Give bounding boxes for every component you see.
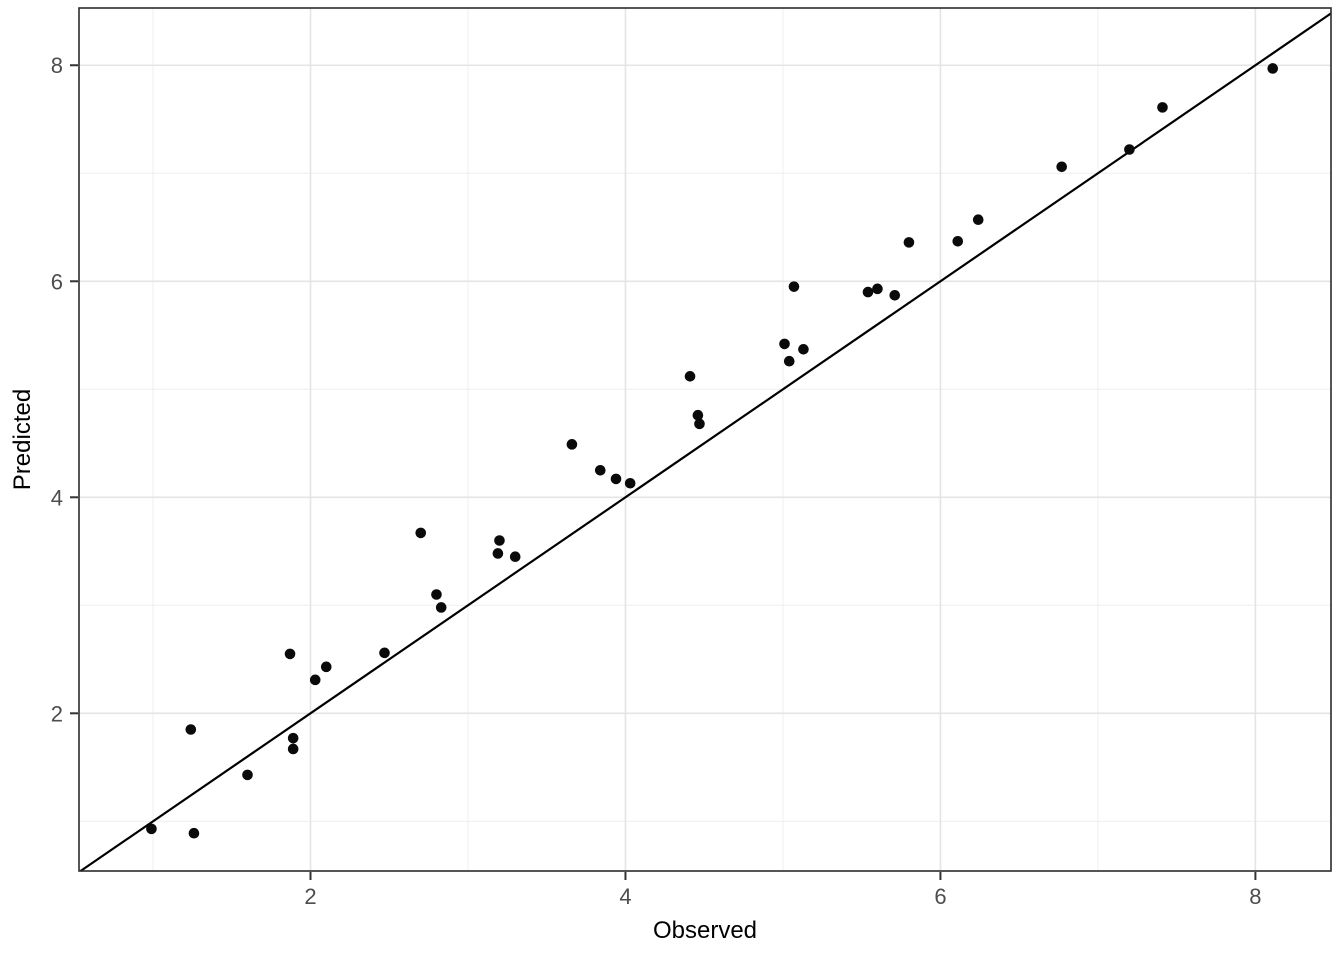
x-axis-title: Observed xyxy=(653,917,757,944)
data-point xyxy=(779,338,790,350)
data-point xyxy=(185,724,197,735)
data-point xyxy=(694,418,705,430)
data-point xyxy=(1267,63,1279,74)
data-point xyxy=(379,647,390,659)
x-axis-tick-label: 4 xyxy=(619,884,631,909)
data-point xyxy=(889,290,901,301)
data-point xyxy=(684,371,696,382)
data-point xyxy=(788,281,800,292)
data-point xyxy=(287,743,299,755)
identity-line xyxy=(79,12,1332,872)
y-axis-tick-label: 8 xyxy=(51,53,63,78)
x-axis-tick-label: 2 xyxy=(304,884,316,909)
grid-major-group xyxy=(79,8,1331,871)
y-axis-title: Predicted xyxy=(9,389,36,490)
data-point xyxy=(610,473,622,485)
tick-labels-group: 2 4 6 8 2 4 6 8 xyxy=(51,53,1262,909)
data-point xyxy=(284,648,296,660)
data-point xyxy=(494,535,505,546)
data-point xyxy=(903,237,915,248)
data-point xyxy=(1056,161,1068,173)
data-point xyxy=(952,236,964,247)
data-point xyxy=(320,661,332,673)
y-axis-tick-label: 4 xyxy=(51,485,63,510)
data-points-group xyxy=(146,63,1279,839)
data-point xyxy=(783,355,795,367)
data-point xyxy=(242,769,253,781)
data-point xyxy=(972,214,984,225)
data-point xyxy=(509,551,521,562)
data-point xyxy=(188,827,200,839)
data-point xyxy=(872,283,883,295)
panel-border xyxy=(78,7,1332,872)
data-point xyxy=(862,286,874,298)
data-point xyxy=(309,674,321,686)
data-point xyxy=(492,548,504,559)
identity-line-group xyxy=(79,12,1332,872)
grid-minor-group xyxy=(79,8,1331,871)
data-point xyxy=(624,477,636,489)
data-point xyxy=(1124,144,1135,155)
data-point xyxy=(594,464,606,476)
data-point xyxy=(566,439,578,450)
data-point xyxy=(287,732,299,744)
data-point xyxy=(431,589,442,600)
axis-ticks-group xyxy=(70,64,1257,880)
y-axis-tick-label: 6 xyxy=(51,269,63,294)
x-axis-tick-label: 8 xyxy=(1249,884,1261,909)
data-point xyxy=(692,409,704,421)
data-point xyxy=(1157,102,1168,113)
data-point xyxy=(435,602,447,613)
y-axis-tick-label: 2 xyxy=(51,701,63,726)
x-axis-tick-label: 6 xyxy=(934,884,946,909)
data-point xyxy=(146,823,157,835)
data-point xyxy=(415,527,427,539)
data-point xyxy=(798,344,809,355)
